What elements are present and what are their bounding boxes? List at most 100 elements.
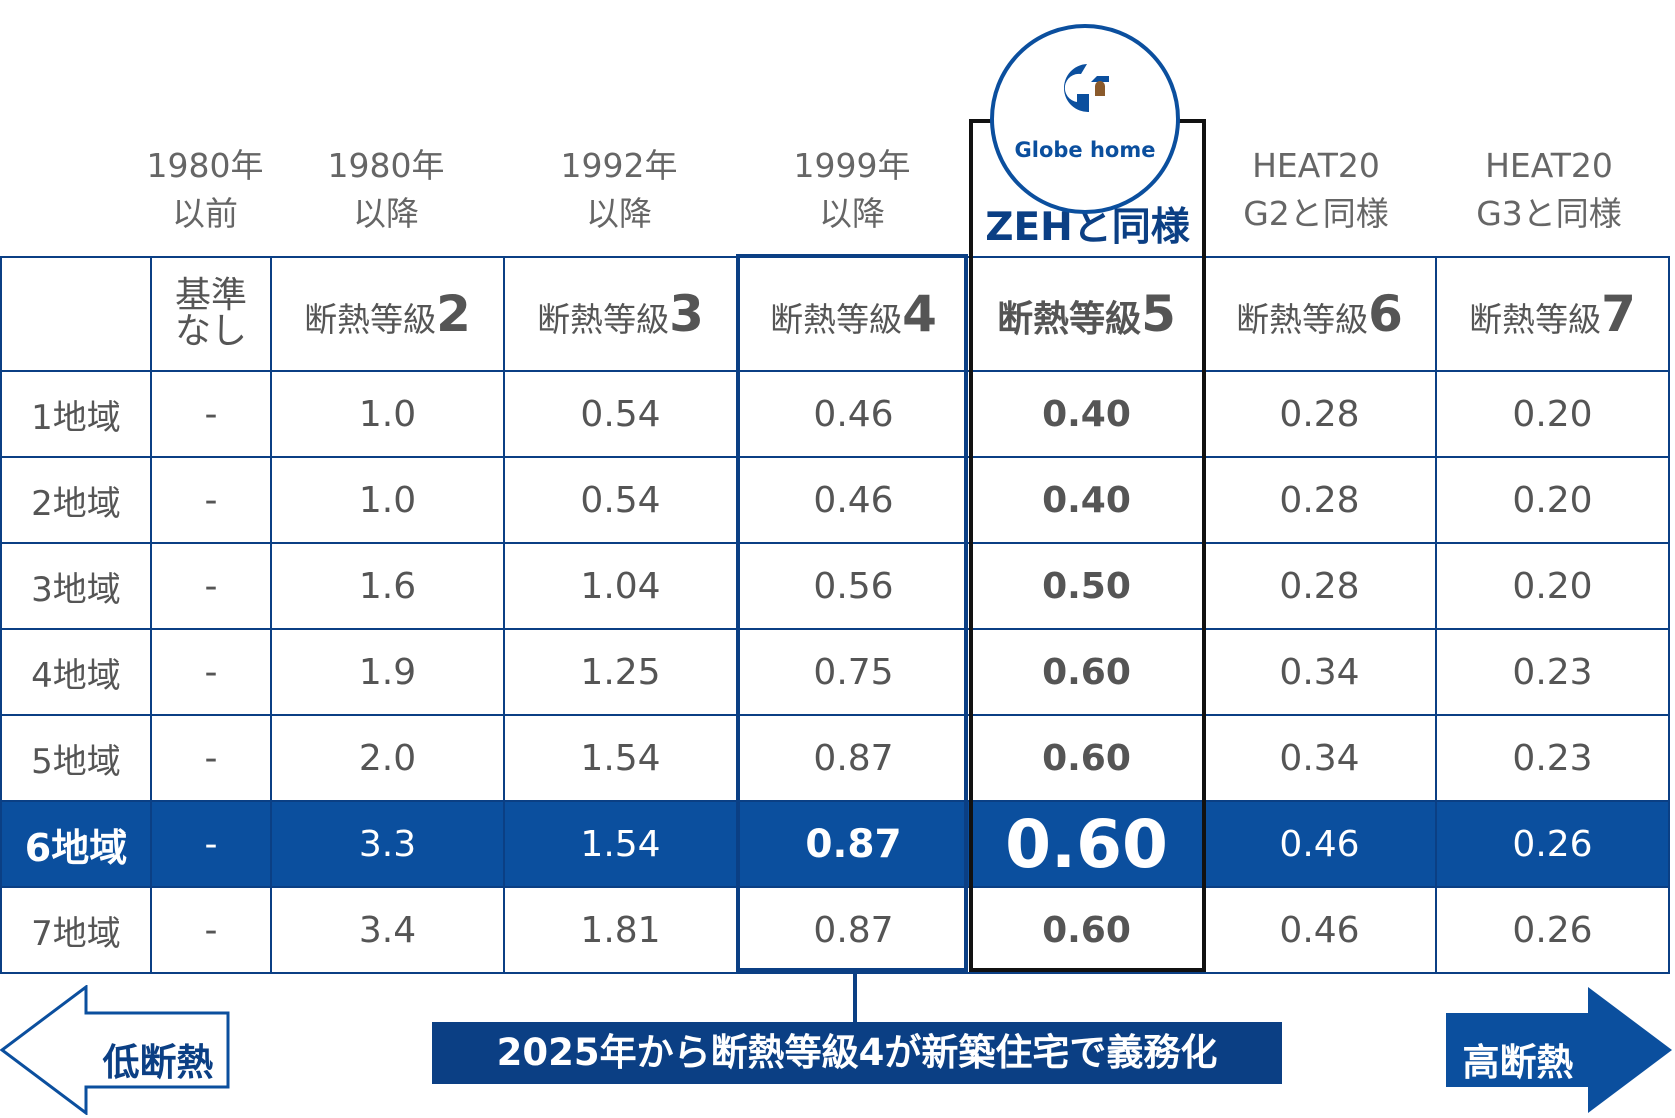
ua-value-cell: 0.20 xyxy=(1435,456,1670,544)
high-insulation-label: 高断熱 xyxy=(1462,1041,1574,1084)
ua-value-cell: 1.81 xyxy=(503,886,738,974)
ua-value-cell: 0.46 xyxy=(1202,886,1437,974)
ua-value-cell: 0.40 xyxy=(969,456,1204,544)
ua-value-cell: 0.87 xyxy=(736,886,971,974)
region-label: 3地域 xyxy=(0,542,152,630)
ua-value-cell: 0.20 xyxy=(1435,542,1670,630)
ua-value-cell: - xyxy=(150,714,272,802)
ua-value-cell: 0.46 xyxy=(736,456,971,544)
grade-number: 5 xyxy=(1141,285,1176,343)
ua-value-cell: 1.54 xyxy=(503,800,738,888)
ua-value-cell: 0.23 xyxy=(1435,628,1670,716)
ua-value-cell: 1.6 xyxy=(270,542,505,630)
region-row: 5地域 -2.0 1.54 0.87 0.60 0.34 0.23 xyxy=(0,714,1670,802)
ua-value-cell: 0.28 xyxy=(1202,542,1437,630)
ua-value-cell: - xyxy=(150,370,272,458)
ua-value-cell: 0.87 xyxy=(736,714,971,802)
ua-value-cell: 3.4 xyxy=(270,886,505,974)
grade-3: 断熱等級3 xyxy=(503,256,738,372)
era-label-heat20-g2: HEAT20 G2と同様 xyxy=(1243,146,1389,233)
grade-6: 断熱等級6 xyxy=(1202,256,1437,372)
grade-2: 断熱等級2 xyxy=(270,256,505,372)
grade-prefix: 断熱等級 xyxy=(537,300,670,339)
region-row: 6地域 -3.3 1.54 0.87 0.60 0.46 0.26 xyxy=(0,800,1670,888)
ua-value-cell: 0.60 xyxy=(969,628,1204,716)
ua-value-cell: 0.56 xyxy=(736,542,971,630)
region-row: 2地域 -1.0 0.54 0.46 0.40 0.28 0.20 xyxy=(0,456,1670,544)
ua-value-cell: 0.75 xyxy=(736,628,971,716)
era-label-1999: 1999年 以降 xyxy=(793,146,911,233)
ua-value-cell: 1.54 xyxy=(503,714,738,802)
region-label: 1地域 xyxy=(0,370,152,458)
banner-connector xyxy=(853,972,857,1022)
ua-value-cell: - xyxy=(150,800,272,888)
low-insulation-label: 低断熱 xyxy=(102,1041,214,1084)
ua-value-cell: 0.46 xyxy=(1202,800,1437,888)
ua-value-cell: 0.26 xyxy=(1435,886,1670,974)
grade-prefix: 断熱等級 xyxy=(304,300,437,339)
grade-header-row: 基準 なし 断熱等級2 断熱等級3 断熱等級4 断熱等級5 断熱等級6 断熱等級… xyxy=(0,256,1670,372)
era-label-1992: 1992年 以降 xyxy=(560,146,678,233)
ua-value-cell: 0.40 xyxy=(969,370,1204,458)
ua-value-cell: 0.60 xyxy=(969,800,1204,888)
grade-number: 4 xyxy=(902,285,937,343)
era-label-1980: 1980年 以降 xyxy=(327,146,445,233)
region-row: 1地域 -1.0 0.54 0.46 0.40 0.28 0.20 xyxy=(0,370,1670,458)
insulation-table: 基準 なし 断熱等級2 断熱等級3 断熱等級4 断熱等級5 断熱等級6 断熱等級… xyxy=(0,256,1670,974)
ua-value-cell: 0.28 xyxy=(1202,370,1437,458)
grade-number: 2 xyxy=(436,285,471,343)
ua-value-cell: 0.28 xyxy=(1202,456,1437,544)
corner-cell xyxy=(0,256,152,372)
region-label: 2地域 xyxy=(0,456,152,544)
ua-value-cell: 0.50 xyxy=(969,542,1204,630)
ua-value-cell: - xyxy=(150,886,272,974)
mandate-banner: 2025年から断熱等級4が新築住宅で義務化 xyxy=(432,1022,1282,1084)
globe-home-logo: Globe home xyxy=(990,24,1180,214)
ua-value-cell: 1.9 xyxy=(270,628,505,716)
region-label: 7地域 xyxy=(0,886,152,974)
ua-value-cell: 2.0 xyxy=(270,714,505,802)
ua-value-cell: 0.23 xyxy=(1435,714,1670,802)
era-label-heat20-g3: HEAT20 G3と同様 xyxy=(1476,146,1622,233)
grade-prefix: 断熱等級 xyxy=(1469,300,1602,339)
region-label: 6地域 xyxy=(0,800,152,888)
ua-value-cell: 0.34 xyxy=(1202,714,1437,802)
grade-prefix: 断熱等級 xyxy=(997,299,1142,340)
ua-value-cell: 0.54 xyxy=(503,370,738,458)
region-label: 4地域 xyxy=(0,628,152,716)
grade-7: 断熱等級7 xyxy=(1435,256,1670,372)
ua-value-cell: - xyxy=(150,542,272,630)
grade-number: 6 xyxy=(1368,285,1403,343)
arrow-right-icon xyxy=(1446,987,1672,1113)
ua-value-cell: 0.26 xyxy=(1435,800,1670,888)
region-label: 5地域 xyxy=(0,714,152,802)
ua-value-cell: 0.60 xyxy=(969,886,1204,974)
ua-value-cell: 0.60 xyxy=(969,714,1204,802)
ua-value-cell: - xyxy=(150,456,272,544)
ua-value-cell: - xyxy=(150,628,272,716)
arrow-left-icon xyxy=(0,985,230,1115)
globe-home-mark-icon xyxy=(1063,64,1109,113)
grade-number: 7 xyxy=(1601,285,1636,343)
grade-prefix: 断熱等級 xyxy=(1236,300,1369,339)
grade-none: 基準 なし xyxy=(150,256,272,372)
grade-4: 断熱等級4 xyxy=(736,256,971,372)
region-row: 4地域 -1.9 1.25 0.75 0.60 0.34 0.23 xyxy=(0,628,1670,716)
grade-5: 断熱等級5 xyxy=(969,256,1204,372)
ua-value-cell: 1.04 xyxy=(503,542,738,630)
ua-value-cell: 0.34 xyxy=(1202,628,1437,716)
ua-value-cell: 3.3 xyxy=(270,800,505,888)
region-row: 3地域 -1.6 1.04 0.56 0.50 0.28 0.20 xyxy=(0,542,1670,630)
ua-value-cell: 1.0 xyxy=(270,456,505,544)
ua-value-cell: 0.87 xyxy=(736,800,971,888)
ua-value-cell: 0.46 xyxy=(736,370,971,458)
grade-prefix: 断熱等級 xyxy=(770,300,903,339)
ua-value-cell: 0.54 xyxy=(503,456,738,544)
era-label-pre1980: 1980年 以前 xyxy=(146,146,264,233)
ua-value-cell: 0.20 xyxy=(1435,370,1670,458)
globe-home-name: Globe home xyxy=(1014,138,1156,162)
ua-value-cell: 1.25 xyxy=(503,628,738,716)
region-row: 7地域 -3.4 1.81 0.87 0.60 0.46 0.26 xyxy=(0,886,1670,974)
grade-number: 3 xyxy=(669,285,704,343)
ua-value-cell: 1.0 xyxy=(270,370,505,458)
